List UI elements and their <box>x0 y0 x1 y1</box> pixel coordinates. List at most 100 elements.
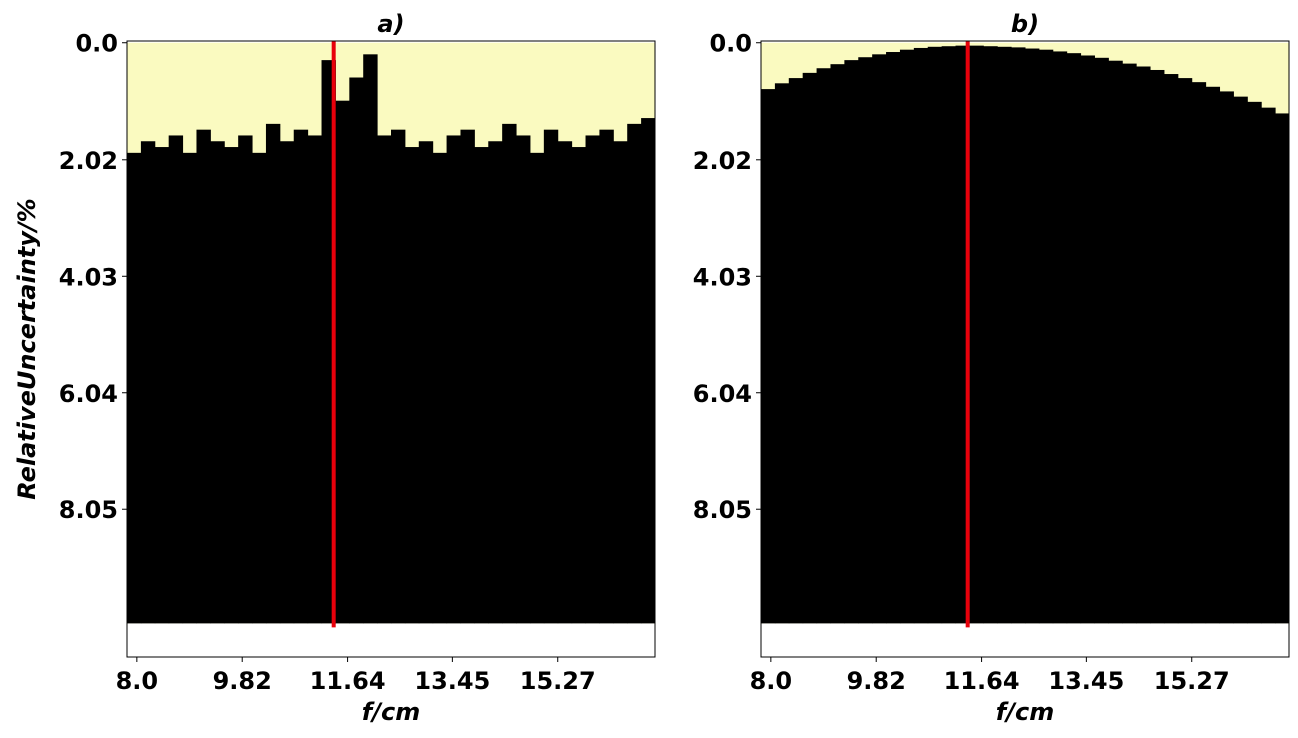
map-column <box>1122 63 1137 624</box>
map-column <box>830 64 845 624</box>
map-column <box>1038 49 1054 624</box>
y-tick-label: 8.05 <box>59 496 118 524</box>
map-column <box>844 60 859 624</box>
map-column <box>1108 60 1123 624</box>
map-column <box>1261 107 1276 624</box>
chart-title: a) <box>377 10 404 38</box>
y-tick-label: 4.03 <box>693 263 752 291</box>
map-column <box>432 152 448 624</box>
map-column <box>446 135 461 624</box>
map-column <box>886 52 901 624</box>
map-column <box>571 147 587 624</box>
map-column <box>872 54 887 624</box>
map-column <box>238 135 253 624</box>
map-column <box>761 89 776 624</box>
map-column <box>377 135 392 624</box>
map-column <box>391 129 406 624</box>
map-column <box>627 123 642 624</box>
x-tick-label: 13.45 <box>1048 667 1124 695</box>
map-column <box>1094 57 1109 624</box>
map-column <box>1163 74 1179 624</box>
map-column <box>210 141 225 624</box>
map-column <box>969 45 984 624</box>
map-column <box>182 152 197 624</box>
x-tick-label: 11.64 <box>310 667 386 695</box>
x-tick-label: 9.82 <box>847 667 906 695</box>
map-column <box>997 46 1012 624</box>
map-column <box>335 100 350 624</box>
map-column <box>1275 113 1290 624</box>
y-tick-label: 0.0 <box>75 30 118 58</box>
map-column <box>349 77 364 624</box>
y-tick-label: 0.0 <box>709 30 752 58</box>
map-column <box>1150 69 1165 624</box>
map-column <box>140 141 156 624</box>
map-column <box>1247 101 1262 624</box>
y-tick-label: 2.02 <box>693 147 752 175</box>
map-column <box>802 72 818 624</box>
map-column <box>816 68 831 624</box>
map-column <box>1080 55 1095 624</box>
map-column <box>1066 53 1082 624</box>
map-column <box>788 78 804 624</box>
map-column <box>1219 91 1234 624</box>
map-column <box>983 46 998 624</box>
map-column <box>224 147 239 624</box>
map-column <box>543 129 559 624</box>
map-column <box>1011 47 1026 624</box>
map-column <box>858 57 873 624</box>
map-column <box>585 135 600 624</box>
map-column <box>557 141 573 624</box>
map-column <box>1025 48 1040 624</box>
map-column <box>927 46 943 624</box>
map-column <box>363 54 378 624</box>
map-column <box>418 141 434 624</box>
map-column <box>516 135 531 624</box>
map-column <box>641 118 656 624</box>
map-column <box>488 141 503 624</box>
map-column <box>529 152 545 624</box>
x-axis-label: f/cm <box>996 698 1054 726</box>
x-tick-label: 15.27 <box>1154 667 1230 695</box>
map-column <box>460 129 475 624</box>
map-column <box>913 47 929 624</box>
map-column <box>613 141 628 624</box>
map-column <box>265 123 281 624</box>
map-column <box>474 147 489 624</box>
map-column <box>1136 66 1151 624</box>
map-column <box>1177 78 1193 624</box>
map-column <box>252 152 267 624</box>
x-tick-label: 8.0 <box>750 667 793 695</box>
map-column <box>307 135 323 624</box>
x-tick-label: 8.0 <box>116 667 159 695</box>
x-tick-label: 13.45 <box>414 667 490 695</box>
map-column <box>502 123 517 624</box>
map-column <box>293 129 309 624</box>
map-column <box>1233 96 1248 624</box>
map-column <box>599 129 614 624</box>
map-column <box>941 46 957 624</box>
map-column <box>1205 86 1221 624</box>
map-column <box>1052 51 1068 624</box>
map-column <box>154 147 170 624</box>
x-axis-label: f/cm <box>362 698 420 726</box>
y-tick-label: 4.03 <box>59 263 118 291</box>
axes-frame <box>126 40 656 658</box>
map-column <box>127 152 142 624</box>
map-column <box>1191 82 1207 624</box>
y-axis-label: RelativeUncertainty/% <box>13 198 41 499</box>
map-column <box>196 129 211 624</box>
map-column <box>168 135 184 624</box>
map-column <box>899 49 915 624</box>
map-column <box>404 147 420 624</box>
map-column <box>774 83 790 624</box>
y-tick-label: 8.05 <box>693 496 752 524</box>
chart-title: b) <box>1011 10 1039 38</box>
map-column <box>279 141 295 624</box>
x-tick-label: 9.82 <box>213 667 272 695</box>
axes-frame <box>760 40 1290 658</box>
x-tick-label: 15.27 <box>520 667 596 695</box>
y-tick-label: 6.04 <box>59 380 118 408</box>
x-tick-label: 11.64 <box>944 667 1020 695</box>
